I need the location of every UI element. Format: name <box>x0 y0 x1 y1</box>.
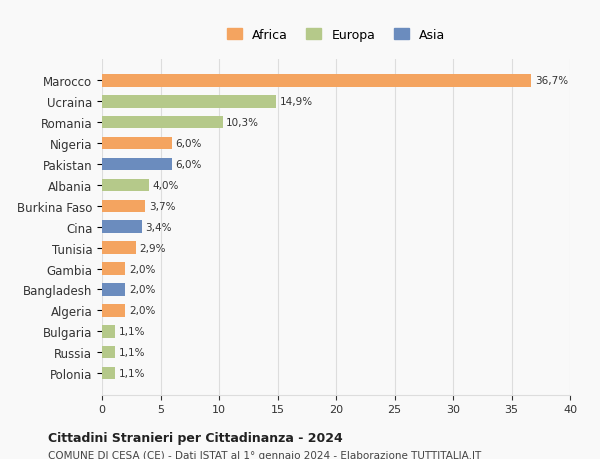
Text: 3,4%: 3,4% <box>145 222 172 232</box>
Bar <box>102 179 149 192</box>
Bar <box>102 96 277 108</box>
Bar <box>102 117 223 129</box>
Text: 14,9%: 14,9% <box>280 97 313 107</box>
Bar <box>102 200 145 213</box>
Text: 1,1%: 1,1% <box>118 326 145 336</box>
Text: 36,7%: 36,7% <box>535 76 568 86</box>
Text: 6,0%: 6,0% <box>176 160 202 170</box>
Text: 6,0%: 6,0% <box>176 139 202 149</box>
Text: 1,1%: 1,1% <box>118 347 145 358</box>
Bar <box>102 263 125 275</box>
Text: 4,0%: 4,0% <box>152 180 179 190</box>
Bar <box>102 367 115 380</box>
Bar <box>102 75 532 87</box>
Text: 2,0%: 2,0% <box>129 264 155 274</box>
Text: 1,1%: 1,1% <box>118 368 145 378</box>
Text: 2,0%: 2,0% <box>129 285 155 295</box>
Bar <box>102 242 136 254</box>
Text: 2,0%: 2,0% <box>129 306 155 316</box>
Text: 3,7%: 3,7% <box>149 202 175 211</box>
Bar <box>102 346 115 358</box>
Bar <box>102 138 172 150</box>
Text: 2,9%: 2,9% <box>139 243 166 253</box>
Text: Cittadini Stranieri per Cittadinanza - 2024: Cittadini Stranieri per Cittadinanza - 2… <box>48 431 343 444</box>
Bar <box>102 284 125 296</box>
Bar <box>102 325 115 338</box>
Legend: Africa, Europa, Asia: Africa, Europa, Asia <box>221 22 452 48</box>
Bar <box>102 158 172 171</box>
Text: 10,3%: 10,3% <box>226 118 259 128</box>
Text: COMUNE DI CESA (CE) - Dati ISTAT al 1° gennaio 2024 - Elaborazione TUTTITALIA.IT: COMUNE DI CESA (CE) - Dati ISTAT al 1° g… <box>48 450 481 459</box>
Bar <box>102 304 125 317</box>
Bar <box>102 221 142 234</box>
